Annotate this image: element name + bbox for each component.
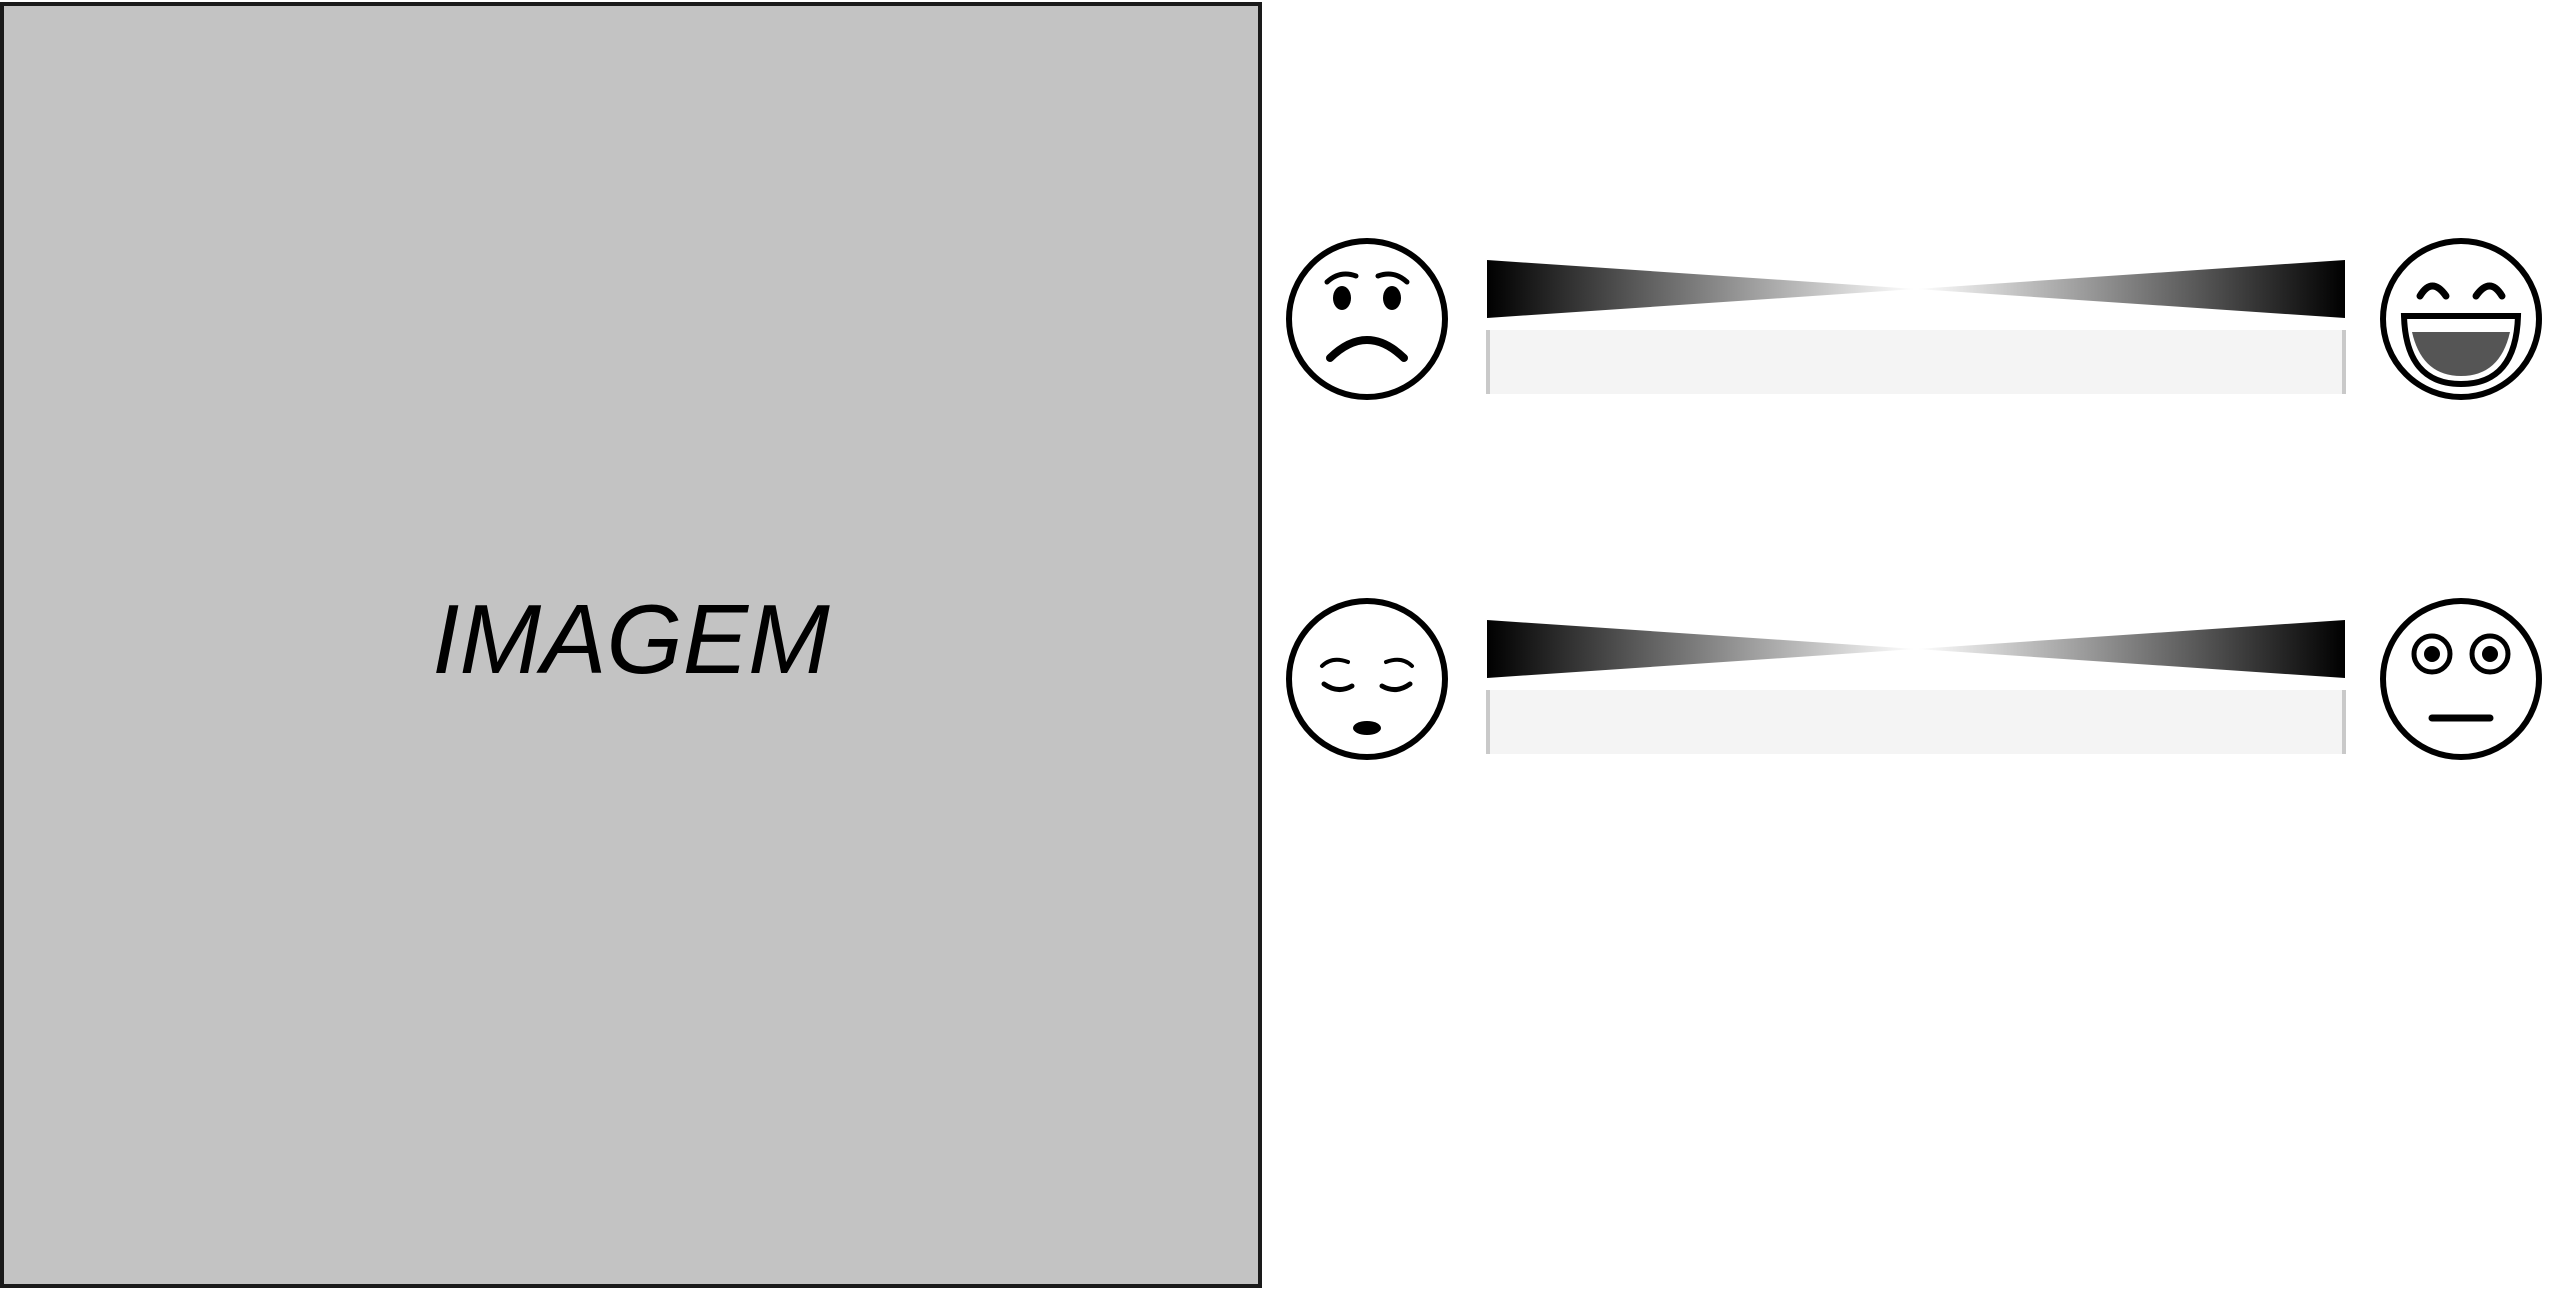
image-placeholder-panel: IMAGEM xyxy=(0,2,1262,1288)
intensity-gradient xyxy=(1487,260,2345,318)
laughing-face-icon xyxy=(2376,234,2546,404)
intensity-gradient xyxy=(1487,620,2345,678)
rating-scale-valence xyxy=(1282,234,2544,404)
rating-scale-arousal xyxy=(1282,594,2544,764)
sad-face-icon xyxy=(1282,234,1452,404)
rating-slider-arousal[interactable] xyxy=(1486,690,2346,754)
sleepy-face-icon xyxy=(1282,594,1452,764)
rating-slider-valence[interactable] xyxy=(1486,330,2346,394)
wide-eyed-neutral-face-icon xyxy=(2376,594,2546,764)
image-placeholder-label: IMAGEM xyxy=(432,584,830,694)
